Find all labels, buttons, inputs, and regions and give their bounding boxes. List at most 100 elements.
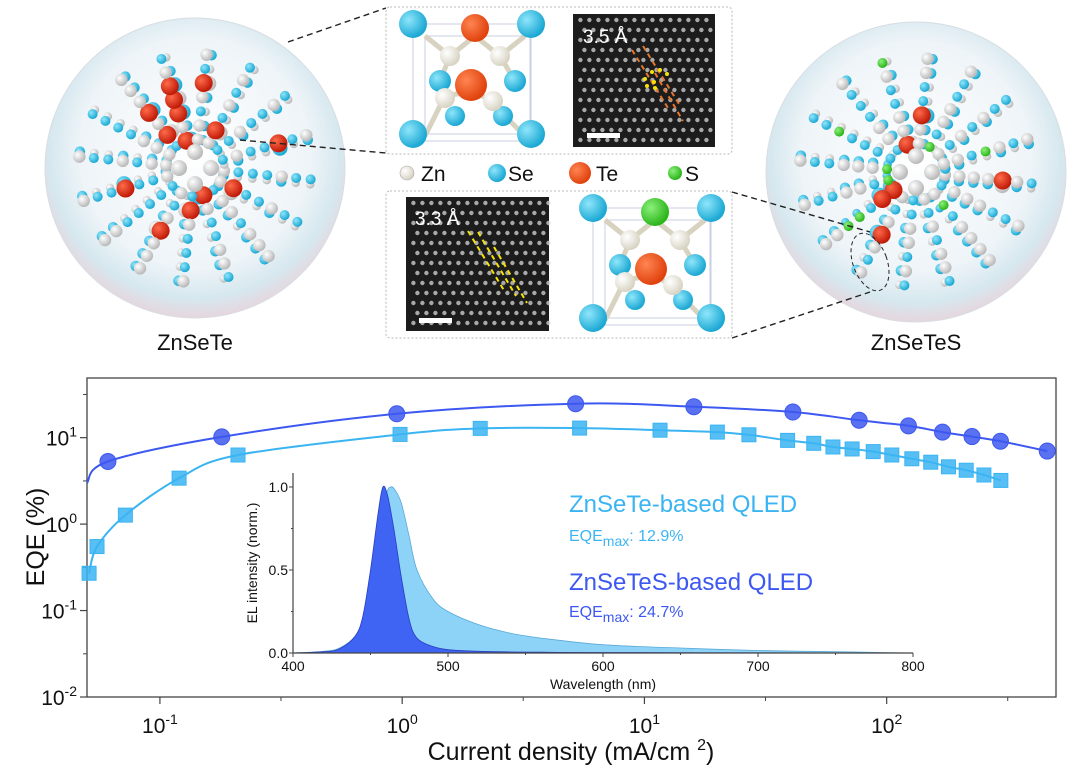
se-atom: [399, 120, 427, 148]
se-atom: [684, 254, 706, 276]
lattice-dot: [704, 37, 709, 43]
lattice-dot: [424, 210, 429, 216]
atom: [854, 182, 867, 195]
lattice-dot: [704, 77, 709, 83]
lattice-dot: [510, 320, 515, 326]
lattice-dot: [690, 27, 695, 33]
atom: [200, 48, 213, 61]
lattice-dot: [578, 37, 583, 43]
atom: [187, 144, 203, 160]
superscript: 2: [697, 737, 706, 754]
lattice-dot: [451, 250, 456, 256]
atom: [954, 129, 968, 143]
atom: [106, 187, 117, 198]
lattice-dot: [704, 117, 709, 123]
y-tick-label: 101: [46, 424, 77, 451]
lattice-dot: [451, 210, 456, 216]
data-point-znsetes: [567, 395, 585, 413]
atom: [980, 146, 991, 157]
data-point-znsetes: [213, 428, 231, 446]
lattice-dot: [447, 300, 452, 306]
lattice-dot: [578, 17, 583, 23]
lattice-dot: [591, 67, 596, 73]
lattice-dot: [469, 310, 474, 316]
atom: [244, 62, 255, 73]
lattice-dot: [469, 270, 474, 276]
atom: [921, 52, 934, 65]
inset-x-tick-label: 400: [281, 658, 305, 674]
lattice-dot: [681, 67, 686, 73]
lattice-dot: [704, 137, 709, 143]
lattice-dot: [641, 137, 646, 143]
atom: [819, 237, 833, 251]
lattice-dot: [677, 57, 682, 63]
lattice-dot: [614, 137, 619, 143]
atom: [247, 168, 258, 179]
atom: [966, 150, 977, 161]
atom: [923, 207, 934, 218]
lattice-dot: [523, 210, 528, 216]
lattice-dot: [699, 107, 704, 113]
lattice-dot: [447, 220, 452, 226]
atom: [181, 247, 192, 258]
lattice-dot: [596, 57, 601, 63]
lattice-dot: [433, 270, 438, 276]
atom: [73, 150, 86, 163]
atom: [944, 139, 955, 150]
atom: [103, 154, 114, 165]
y-tick-label: 10-2: [41, 683, 77, 710]
atom: [191, 133, 205, 146]
atom: [883, 175, 894, 186]
atom: [92, 191, 103, 202]
lattice-dot: [677, 17, 682, 23]
x-axis-label: Current density (mA/cm 2): [428, 737, 715, 766]
lattice-dot: [708, 67, 713, 73]
lattice-dot: [429, 220, 434, 226]
lattice-dot: [587, 77, 592, 83]
atom: [195, 106, 206, 117]
lattice-dot: [695, 57, 700, 63]
lattice-dot: [695, 117, 700, 123]
znsete-eqe-max: EQEmax: 12.9%: [569, 528, 684, 549]
lattice-dot: [587, 137, 592, 143]
atom: [126, 129, 137, 140]
lattice-dot: [600, 67, 605, 73]
lattice-dot: [447, 280, 452, 286]
legend-item-s: S: [668, 163, 699, 186]
lattice-dot: [600, 107, 605, 113]
lattice-dot: [483, 280, 488, 286]
lattice-dot: [695, 17, 700, 23]
scale-bar: [419, 318, 452, 323]
lattice-dot: [460, 230, 465, 236]
lattice-dot: [424, 310, 429, 316]
lattice-dot: [474, 320, 479, 326]
lattice-dot: [483, 200, 488, 206]
lattice-dot: [609, 27, 614, 33]
lattice-dot: [424, 290, 429, 296]
lattice-dot: [650, 17, 655, 23]
lattice-dot: [528, 260, 533, 266]
lattice-dot: [456, 240, 461, 246]
lattice-dot: [442, 250, 447, 256]
lattice-dot: [636, 27, 641, 33]
atom: [1021, 132, 1034, 146]
atom: [203, 160, 219, 176]
fit-curve-znsetes: [86, 402, 1048, 484]
lattice-dot: [411, 240, 416, 246]
atom: [1000, 94, 1011, 105]
lattice-dot: [492, 240, 497, 246]
lattice-dot: [654, 127, 659, 133]
lattice-dot: [492, 260, 497, 266]
inset-x-tick-label: 700: [746, 658, 770, 674]
lattice-dot: [623, 97, 628, 103]
lattice-dot: [411, 200, 416, 206]
atom: [947, 211, 958, 222]
atom: [959, 79, 970, 90]
lattice-dot: [532, 270, 537, 276]
atom: [859, 140, 870, 151]
atom: [87, 109, 98, 120]
atom: [140, 103, 159, 122]
atom: [837, 158, 850, 172]
lattice-dot: [587, 57, 592, 63]
inset-y-axis-label: EL intensity (norm.): [244, 503, 260, 624]
